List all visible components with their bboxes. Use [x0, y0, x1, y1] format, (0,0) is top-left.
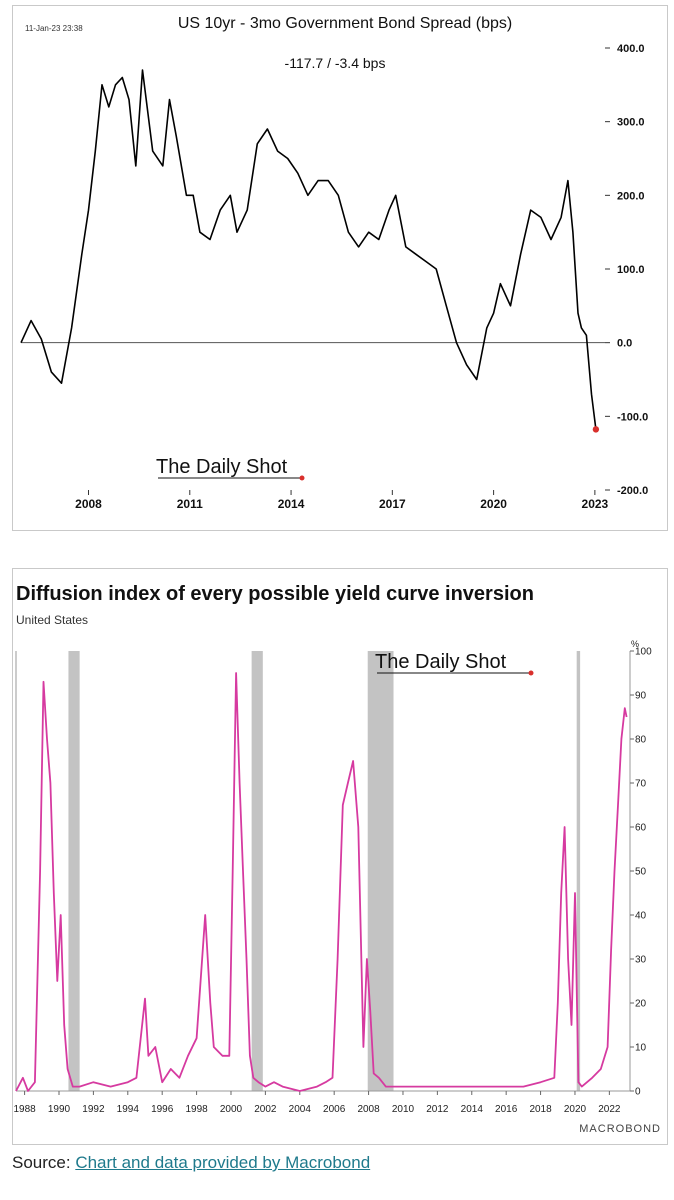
- recession-bands: [68, 651, 581, 1091]
- recession-band: [251, 651, 263, 1091]
- bond-spread-chart-panel: 11-Jan-23 23:38 US 10yr - 3mo Government…: [12, 5, 668, 531]
- x-tick-label: 2008: [357, 1104, 380, 1115]
- x-tick-label: 2022: [598, 1104, 621, 1115]
- x-tick-label: 2011: [177, 497, 203, 511]
- recession-band: [367, 651, 394, 1091]
- y-tick-label: 10: [635, 1043, 647, 1054]
- y-tick-label: 80: [635, 735, 647, 746]
- bond-spread-chart: 11-Jan-23 23:38 US 10yr - 3mo Government…: [20, 15, 648, 511]
- x-tick-label: 2012: [426, 1104, 449, 1115]
- watermark: The Daily Shot: [375, 651, 507, 673]
- y-unit-label: %: [631, 639, 639, 649]
- spread-series-line: [20, 69, 597, 430]
- x-tick-label: 1998: [185, 1104, 208, 1115]
- y-tick-label: -200.0: [617, 485, 648, 497]
- x-tick-label: 1988: [13, 1104, 36, 1115]
- source-link[interactable]: Chart and data provided by Macrobond: [75, 1153, 371, 1172]
- x-tick-label: 2006: [323, 1104, 346, 1115]
- x-tick-label: 1990: [48, 1104, 71, 1115]
- x-tick-label: 2014: [278, 497, 305, 511]
- watermark-dot: [528, 670, 534, 676]
- x-tick-label: 2000: [220, 1104, 243, 1115]
- source-note: Source: Chart and data provided by Macro…: [12, 1153, 370, 1173]
- x-tick-label: 2008: [75, 497, 102, 511]
- y-tick-label: 200.0: [617, 190, 645, 202]
- chart-title: US 10yr - 3mo Government Bond Spread (bp…: [178, 15, 512, 32]
- y-tick-label: 0: [635, 1087, 641, 1098]
- x-tick-label: 2014: [461, 1104, 484, 1115]
- watermark: The Daily Shot: [156, 456, 288, 478]
- series-group: [20, 69, 600, 433]
- series-group: [15, 672, 628, 1092]
- y-tick-label: 40: [635, 911, 647, 922]
- chart-subtitle: United States: [16, 613, 88, 627]
- y-tick-label: 400.0: [617, 43, 645, 55]
- x-tick-label: 1996: [151, 1104, 174, 1115]
- y-tick-label: 20: [635, 999, 647, 1010]
- x-tick-label: 2016: [495, 1104, 518, 1115]
- x-tick-label: 2010: [392, 1104, 415, 1115]
- diffusion-chart-panel: Diffusion index of every possible yield …: [12, 568, 668, 1145]
- plot-frame: [15, 651, 631, 1092]
- y-tick-label: 300.0: [617, 117, 645, 129]
- y-tick-label: 60: [635, 823, 647, 834]
- watermark-dot: [299, 475, 305, 481]
- chart-timestamp: 11-Jan-23 23:38: [25, 24, 83, 33]
- y-tick-label: 70: [635, 779, 647, 790]
- recession-band: [68, 651, 80, 1091]
- y-axis: 400.0 300.0 200.0 100.0 0.0 -100.0 -200.0: [605, 43, 648, 497]
- diffusion-chart: Diffusion index of every possible yield …: [13, 583, 661, 1135]
- x-tick-label: 2004: [289, 1104, 312, 1115]
- chart-subtitle: -117.7 / -3.4 bps: [285, 55, 386, 71]
- x-axis: 2008 2011 2014 2017 2020 2023: [75, 490, 609, 511]
- latest-value-marker: [592, 426, 600, 433]
- x-axis: 1988 1990 1992 1994 1996 1998 2000 2002 2004 2006…: [13, 1091, 621, 1115]
- x-tick-label: 2020: [564, 1104, 587, 1115]
- x-tick-label: 2017: [379, 497, 406, 511]
- y-tick-label: 0.0: [617, 338, 632, 350]
- x-tick-label: 2020: [480, 497, 507, 511]
- y-tick-label: 100.0: [617, 264, 645, 276]
- chart-title: Diffusion index of every possible yield …: [16, 583, 534, 605]
- y-tick-label: 90: [635, 691, 647, 702]
- source-prefix: Source:: [12, 1153, 76, 1172]
- y-tick-label: 100: [635, 647, 652, 658]
- y-tick-label: 50: [635, 867, 647, 878]
- x-tick-label: 2023: [582, 497, 609, 511]
- x-tick-label: 1992: [82, 1104, 105, 1115]
- recession-band: [576, 651, 581, 1091]
- y-tick-label: 30: [635, 955, 647, 966]
- brand-logo: MACROBOND: [579, 1123, 661, 1135]
- x-tick-label: 2002: [254, 1104, 277, 1115]
- x-tick-label: 2018: [529, 1104, 552, 1115]
- diffusion-series-line: [15, 672, 628, 1092]
- x-tick-label: 1994: [117, 1104, 140, 1115]
- y-tick-label: -100.0: [617, 411, 648, 423]
